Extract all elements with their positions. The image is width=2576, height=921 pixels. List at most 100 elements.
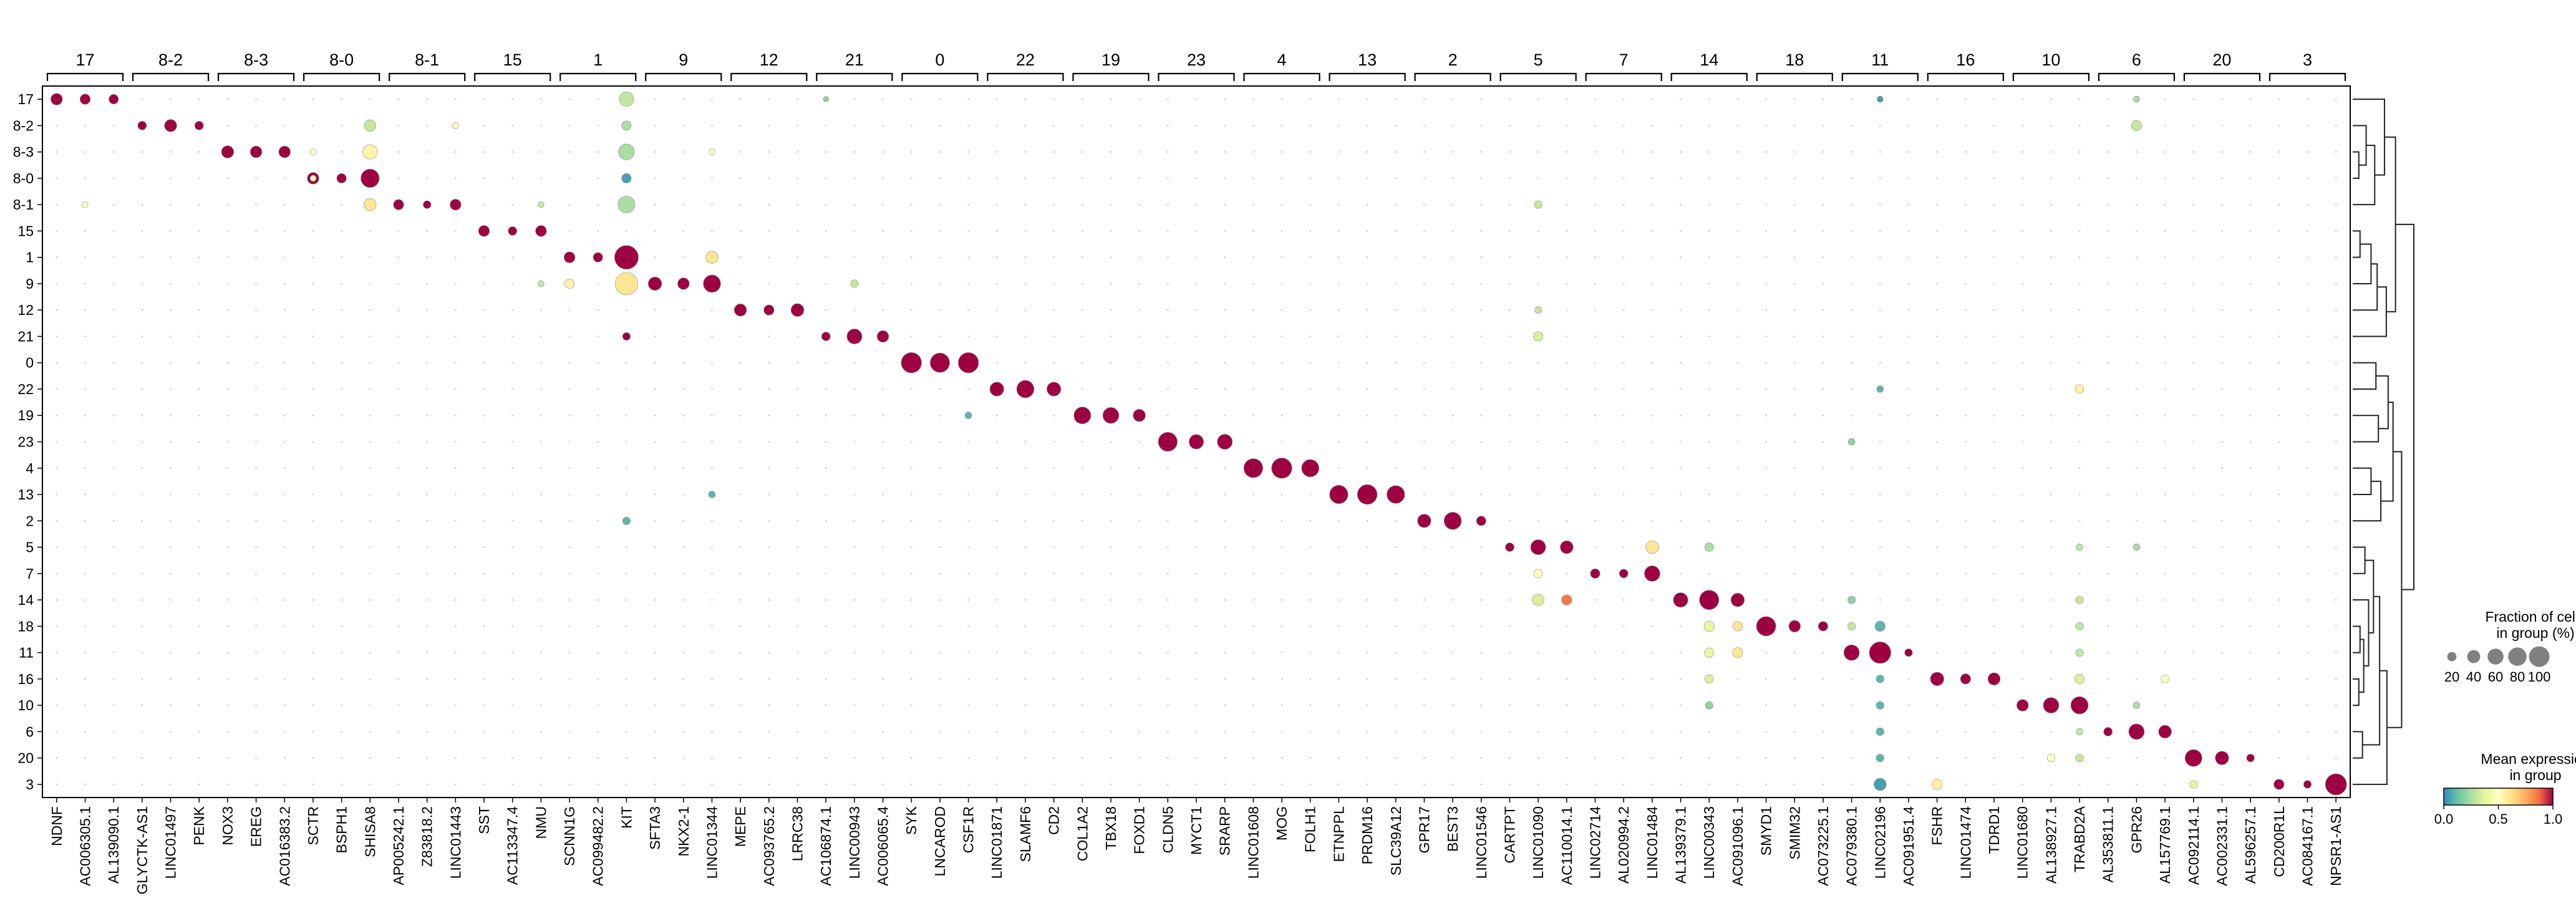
background-dot <box>1993 441 1995 443</box>
background-dot <box>1338 757 1340 759</box>
background-dot <box>1680 203 1682 206</box>
y-tick-label: 22 <box>17 381 34 397</box>
background-dot <box>2307 625 2308 627</box>
background-dot <box>1053 757 1055 759</box>
background-dot <box>1366 520 1368 522</box>
background-dot <box>967 230 969 232</box>
background-dot <box>1138 388 1140 390</box>
background-dot <box>2050 520 2052 522</box>
background-dot <box>1879 467 1881 470</box>
background-dot <box>2307 599 2308 601</box>
background-dot <box>768 441 770 443</box>
background-dot <box>2164 151 2166 153</box>
background-dot <box>2192 546 2195 548</box>
background-dot <box>1281 546 1283 548</box>
background-dot <box>1736 388 1739 390</box>
extra-dot <box>618 143 635 160</box>
background-dot <box>112 177 115 180</box>
marker-dot <box>1818 621 1828 632</box>
marker-dot <box>1102 407 1120 424</box>
background-dot <box>397 493 400 496</box>
background-dot <box>1993 572 1995 575</box>
background-dot <box>1851 388 1852 390</box>
background-dot <box>1252 599 1254 601</box>
background-dot <box>1167 731 1169 733</box>
background-dot <box>995 467 998 470</box>
background-dot <box>369 572 371 575</box>
background-dot <box>2136 520 2138 522</box>
background-dots <box>56 98 2337 786</box>
background-dot <box>1736 572 1739 575</box>
background-dot <box>1594 362 1596 364</box>
background-dot <box>910 177 913 180</box>
marker-dot <box>1673 592 1688 608</box>
background-dot <box>1822 256 1824 259</box>
background-dot <box>1395 731 1397 733</box>
background-dot <box>1451 783 1454 786</box>
background-dot <box>1566 652 1568 653</box>
background-dot <box>1794 572 1796 575</box>
background-dot <box>2192 388 2195 390</box>
background-dot <box>1993 599 1995 601</box>
background-dot <box>2107 652 2109 653</box>
background-dot <box>2278 230 2280 232</box>
background-dot <box>768 414 770 417</box>
x-tick-label: PRDM16 <box>1359 806 1375 864</box>
background-dot <box>910 572 913 575</box>
background-dot <box>1224 151 1226 153</box>
background-dot <box>711 125 713 127</box>
marker-dot <box>763 304 775 316</box>
background-dot <box>1566 783 1568 786</box>
background-dot <box>768 230 770 232</box>
background-dot <box>1594 625 1596 627</box>
y-axis-group-labels: 178-28-38-08-115191221022192341325714181… <box>13 91 42 793</box>
background-dot <box>626 493 627 496</box>
background-dot <box>2249 177 2252 180</box>
background-dot <box>483 388 485 390</box>
background-dot <box>1138 125 1140 127</box>
background-dot <box>2192 652 2195 653</box>
background-dot <box>1195 757 1198 759</box>
background-dot <box>1224 256 1226 259</box>
background-dot <box>397 177 400 180</box>
extra-dot <box>1532 594 1544 606</box>
group-bracket-9 <box>645 72 722 81</box>
background-dot <box>995 362 998 364</box>
background-dot <box>1651 520 1654 522</box>
background-dot <box>170 98 172 100</box>
background-dot <box>797 599 798 601</box>
background-dot <box>511 414 513 417</box>
background-dot <box>1451 652 1454 653</box>
background-dot <box>2078 520 2081 522</box>
background-dot <box>2192 599 2195 601</box>
background-dot <box>1936 151 1938 153</box>
background-dot <box>853 467 856 470</box>
background-dot <box>1907 783 1910 786</box>
x-tick-label: LINC02196 <box>1872 806 1888 879</box>
background-dot <box>1566 388 1568 390</box>
marker-dot <box>2184 749 2202 767</box>
x-tick-label: LINC01443 <box>447 806 463 879</box>
background-dot <box>768 282 770 285</box>
background-dot <box>1366 98 1368 100</box>
background-dot <box>198 282 200 285</box>
background-dot <box>1138 493 1140 496</box>
y-tick-label: 18 <box>17 618 34 634</box>
background-dot <box>939 652 941 653</box>
background-dot <box>1708 520 1710 522</box>
background-dot <box>939 678 941 680</box>
gene-group-label: 3 <box>2303 51 2312 69</box>
background-dot <box>141 98 143 100</box>
x-tick-label: AL353811.1 <box>2100 806 2116 882</box>
background-dot <box>1680 704 1682 706</box>
background-dot <box>397 441 400 443</box>
background-dot <box>967 256 969 259</box>
extra-dot <box>1645 540 1659 554</box>
background-dot <box>1736 309 1739 311</box>
background-dot <box>654 652 656 653</box>
background-dot <box>341 230 342 232</box>
background-dot <box>1765 652 1767 653</box>
background-dot <box>2249 203 2252 206</box>
background-dot <box>1024 230 1027 232</box>
background-dot <box>1708 572 1710 575</box>
